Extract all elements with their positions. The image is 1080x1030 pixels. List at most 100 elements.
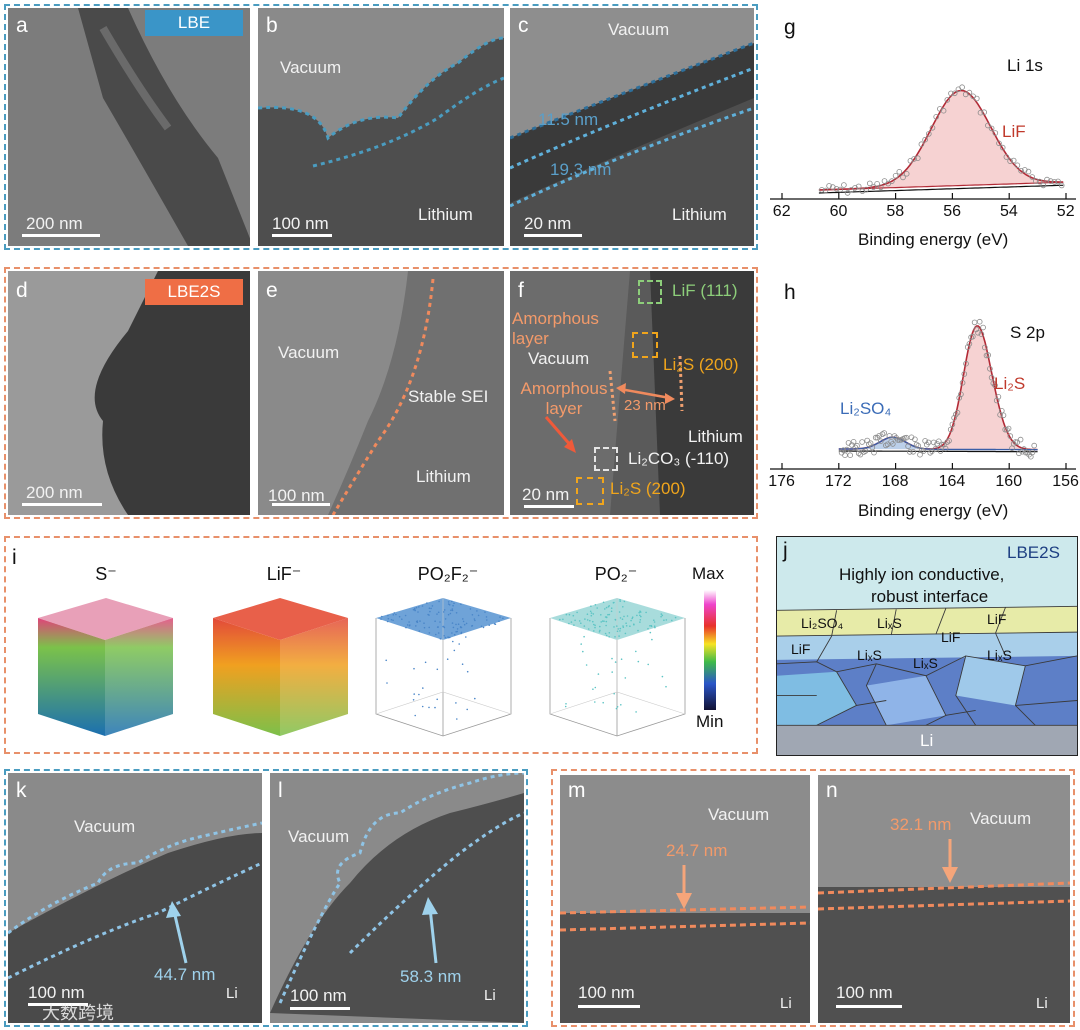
ion-speckle	[431, 605, 434, 607]
ion-speckle	[660, 615, 662, 618]
scale-bar	[290, 1007, 350, 1010]
ion-speckle	[447, 636, 449, 638]
x-axis-label: Binding energy (eV)	[858, 501, 1009, 520]
data-point	[869, 444, 876, 451]
data-point	[840, 447, 847, 454]
spectrum-title: Li 1s	[1007, 56, 1043, 75]
ion-speckle	[412, 608, 415, 611]
x-tick-label: 176	[768, 473, 795, 490]
frame-lbe-cycled	[4, 769, 528, 1027]
grain-lif-2: LiF	[941, 629, 961, 645]
ion-speckle	[469, 608, 472, 610]
data-point	[1012, 439, 1019, 445]
data-point	[971, 319, 978, 326]
ion-speckle	[638, 611, 640, 614]
ion-speckle	[418, 630, 421, 632]
data-point	[1010, 441, 1017, 447]
ion-speckle	[617, 628, 619, 630]
ion-speckle	[448, 604, 451, 606]
ion-speckle	[414, 714, 417, 717]
ion-speckle	[586, 619, 589, 621]
ion-speckle	[565, 703, 567, 705]
ion-speckle	[594, 624, 596, 627]
ion-speckle	[590, 612, 593, 614]
ion-speckle	[665, 685, 667, 688]
ion-speckle	[570, 621, 573, 623]
grain-lixs-2: LiₓS	[857, 647, 882, 663]
data-point	[844, 446, 850, 453]
data-point	[926, 131, 932, 137]
badge-lbe2s: LBE2S	[145, 279, 243, 305]
scale-bar	[28, 1003, 88, 1006]
ion-speckle	[465, 636, 467, 638]
xps-panel-h: h S 2p Li₂S Li₂SO₄ 176 172 168 164 160 156 Bi…	[768, 275, 1079, 525]
frame-lbe2s-cycled	[551, 769, 1075, 1027]
ion-speckle	[562, 618, 564, 621]
thickness-32-1: 32.1 nm	[890, 815, 952, 834]
label-lithium: Lithium	[688, 427, 743, 446]
data-point	[885, 180, 891, 187]
ion-speckle	[573, 624, 575, 626]
ion-speckle	[578, 620, 581, 622]
ion-label-lif: LiF⁻	[266, 564, 302, 584]
data-point	[970, 333, 976, 340]
ion-speckle	[422, 687, 424, 689]
ion-speckle	[610, 610, 613, 613]
data-point	[889, 178, 895, 184]
ion-speckle	[409, 624, 411, 626]
tem-panel-d: d LBE2S 200 nm	[8, 271, 250, 515]
ion-speckle	[616, 625, 618, 627]
ion-speckle	[653, 625, 656, 627]
ion-speckle	[596, 607, 598, 609]
label-vacuum: Vacuum	[528, 349, 590, 368]
ion-speckle	[460, 603, 462, 605]
tofsims-panel-i: i	[8, 540, 754, 750]
ion-speckle	[615, 707, 618, 710]
ion-speckle	[585, 664, 588, 666]
ion-speckle	[626, 615, 629, 617]
ion-speckle	[600, 621, 602, 623]
data-point	[878, 184, 884, 191]
ion-speckle	[451, 609, 454, 612]
data-point	[920, 448, 927, 454]
data-point	[862, 448, 869, 454]
ion-speckle	[635, 711, 637, 713]
scale-bar	[22, 503, 102, 506]
ion-speckle	[392, 614, 395, 616]
tem-panel-c: c Vacuum 11.5 nm 19.3 nm Lithium 20 nm	[510, 8, 754, 246]
tem-panel-m: m Vacuum 24.7 nm Li 100 nm	[560, 775, 810, 1023]
data-point	[855, 450, 862, 457]
scale-label: 20 nm	[522, 485, 570, 504]
ion-speckle	[424, 661, 427, 664]
ion-speckle	[671, 619, 673, 622]
data-point	[964, 344, 971, 350]
data-point	[892, 173, 899, 179]
ion-speckle	[486, 619, 488, 621]
base-li: Li	[920, 731, 934, 750]
data-point	[940, 107, 947, 114]
ion-speckle	[590, 605, 592, 607]
ion-speckle	[429, 610, 431, 613]
thickness-58-3: 58.3 nm	[400, 967, 462, 986]
data-point	[854, 442, 860, 449]
ion-speckle	[385, 659, 388, 662]
ion-speckle	[502, 617, 504, 620]
ion-speckle	[645, 611, 647, 614]
data-point	[936, 438, 942, 445]
ion-speckle	[649, 631, 652, 634]
data-point	[980, 324, 986, 331]
s2p-spectrum	[770, 318, 1076, 470]
label-li2s-200-b: Li₂S (200)	[610, 479, 686, 498]
ion-speckle	[582, 650, 584, 653]
ion-speckle	[594, 626, 596, 629]
ion-speckle	[639, 611, 642, 613]
panel-label-b: b	[266, 14, 278, 37]
ion-speckle	[462, 620, 465, 623]
frame-tofsims	[4, 536, 758, 754]
ion-speckle	[387, 614, 389, 617]
thickness-24-7: 24.7 nm	[666, 841, 728, 860]
ion-speckle	[428, 626, 431, 629]
x-tick-label: 60	[829, 203, 848, 220]
data-point	[878, 438, 884, 445]
ion-speckle	[611, 671, 613, 673]
